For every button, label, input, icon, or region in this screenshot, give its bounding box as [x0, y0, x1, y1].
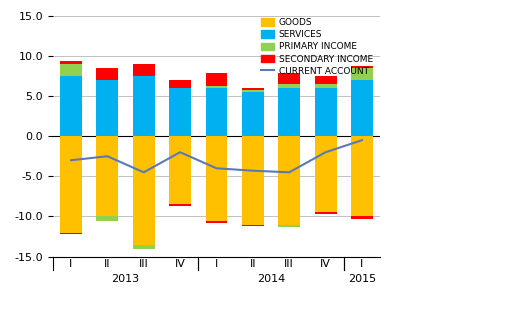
Bar [315, 136, 336, 213]
Bar [97, 136, 118, 217]
Bar [97, 68, 118, 80]
Bar [242, 92, 264, 136]
Bar [278, 88, 300, 136]
Text: 2014: 2014 [257, 274, 285, 284]
Text: 2013: 2013 [111, 274, 139, 284]
Bar [351, 217, 373, 219]
Bar [278, 224, 300, 227]
Bar [278, 136, 300, 224]
Bar [242, 136, 264, 224]
Bar [351, 136, 373, 217]
Bar [205, 74, 228, 85]
Bar [169, 80, 191, 88]
Bar [242, 224, 264, 226]
Text: 2015: 2015 [348, 274, 376, 284]
Bar [97, 217, 118, 221]
Bar [60, 64, 82, 76]
Bar [278, 84, 300, 88]
Bar [60, 61, 82, 64]
Bar [97, 80, 118, 136]
Bar [242, 90, 264, 92]
Bar [205, 85, 228, 88]
Bar [278, 74, 300, 84]
Bar [315, 88, 336, 136]
Bar [133, 64, 155, 76]
Bar [315, 84, 336, 88]
Bar [351, 68, 373, 80]
Bar [315, 76, 336, 84]
Bar [60, 76, 82, 136]
Bar [169, 136, 191, 204]
Bar [133, 76, 155, 136]
Bar [205, 221, 228, 223]
Bar [205, 136, 228, 221]
Bar [169, 88, 191, 136]
Bar [242, 88, 264, 90]
Bar [60, 233, 82, 234]
Bar [60, 136, 82, 233]
Bar [133, 245, 155, 249]
Legend: GOODS, SERVICES, PRIMARY INCOME, SECONDARY INCOME, CURRENT ACCOUNT: GOODS, SERVICES, PRIMARY INCOME, SECONDA… [258, 15, 375, 78]
Bar [351, 66, 373, 68]
Bar [205, 88, 228, 136]
Bar [351, 80, 373, 136]
Bar [315, 213, 336, 214]
Bar [169, 204, 191, 206]
Bar [133, 136, 155, 245]
